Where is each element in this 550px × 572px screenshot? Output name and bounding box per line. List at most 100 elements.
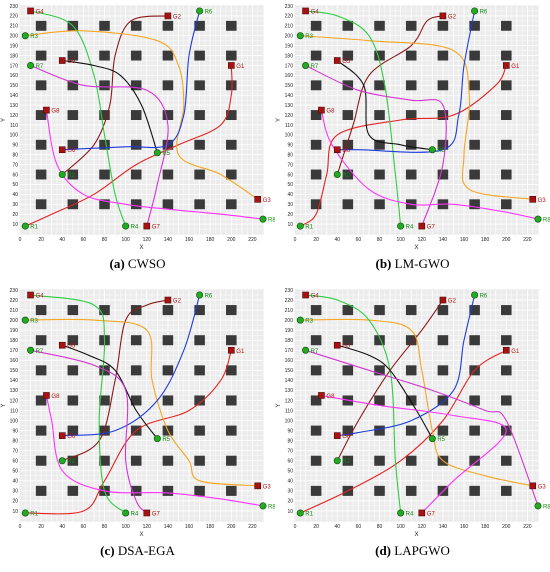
y-tick-label: 200 bbox=[285, 34, 294, 40]
obstacle bbox=[35, 485, 47, 496]
y-tick-label: 110 bbox=[10, 408, 18, 414]
obstacle bbox=[374, 365, 385, 376]
robot-label-r4: R4 bbox=[131, 511, 139, 517]
goal-marker-g3 bbox=[254, 482, 262, 490]
x-tick-label: 100 bbox=[396, 237, 405, 243]
goal-label-g6: G6 bbox=[67, 148, 76, 154]
obstacle bbox=[374, 425, 385, 436]
obstacle bbox=[130, 305, 142, 316]
y-tick-label: 110 bbox=[10, 123, 18, 129]
obstacle bbox=[437, 169, 449, 180]
robot-path-6 bbox=[62, 294, 201, 437]
obstacle bbox=[310, 305, 322, 316]
obstacle bbox=[310, 20, 322, 31]
obstacle bbox=[194, 395, 205, 406]
robot-marker-r5 bbox=[153, 435, 161, 443]
obstacle bbox=[374, 485, 385, 496]
obstacle bbox=[226, 50, 237, 61]
y-tick-label: 110 bbox=[285, 408, 293, 414]
x-axis-label: X bbox=[414, 532, 418, 538]
y-tick-label: 140 bbox=[285, 93, 294, 99]
obstacle bbox=[501, 365, 512, 376]
robot-marker-r1 bbox=[296, 509, 304, 517]
y-tick-label: 160 bbox=[10, 73, 19, 79]
obstacle bbox=[130, 485, 142, 496]
y-tick-label: 190 bbox=[10, 43, 19, 49]
goal-marker-g5 bbox=[58, 341, 66, 349]
caption-b-text: LM-GWO bbox=[394, 256, 450, 271]
y-tick-label: 130 bbox=[10, 103, 19, 109]
caption-c: (c) DSA-EGA bbox=[0, 543, 275, 559]
obstacle bbox=[162, 485, 174, 496]
x-tick-label: 140 bbox=[439, 237, 448, 243]
obstacle bbox=[226, 455, 237, 466]
goal-label-g1: G1 bbox=[511, 64, 520, 70]
y-tick-label: 140 bbox=[285, 378, 294, 384]
y-tick-label: 30 bbox=[12, 202, 18, 208]
y-tick-label: 80 bbox=[287, 152, 293, 158]
obstacle bbox=[67, 365, 79, 376]
robot-marker-r2 bbox=[58, 171, 66, 179]
goal-label-g3: G3 bbox=[263, 198, 272, 204]
robot-label-r4: R4 bbox=[406, 511, 414, 517]
obstacle bbox=[374, 169, 385, 180]
x-tick-label: 200 bbox=[502, 237, 511, 243]
goal-marker-g8 bbox=[43, 106, 50, 114]
robot-path-3 bbox=[300, 35, 533, 200]
robot-path-8 bbox=[321, 394, 507, 514]
obstacle bbox=[310, 110, 322, 120]
robot-path-5 bbox=[62, 59, 158, 153]
obstacle bbox=[162, 50, 174, 61]
robot-marker-r2 bbox=[333, 457, 341, 465]
obstacle bbox=[35, 169, 47, 180]
y-tick-label: 200 bbox=[10, 34, 19, 40]
goal-marker-g4 bbox=[302, 7, 309, 15]
robot-label-r1: R1 bbox=[305, 511, 313, 517]
obstacle bbox=[469, 169, 480, 180]
x-tick-label: 100 bbox=[121, 237, 130, 243]
obstacle bbox=[342, 199, 354, 210]
robot-path-4 bbox=[30, 10, 127, 227]
robot-marker-r7 bbox=[302, 61, 310, 69]
obstacle bbox=[437, 50, 449, 61]
y-tick-label: 80 bbox=[12, 152, 18, 158]
y-tick-label: 140 bbox=[10, 93, 19, 99]
y-tick-label: 110 bbox=[285, 123, 293, 129]
robot-path-6 bbox=[62, 10, 201, 151]
obstacle bbox=[130, 110, 142, 120]
y-tick-label: 20 bbox=[12, 212, 18, 218]
goal-marker-g4 bbox=[27, 291, 34, 299]
chart-a: R1 R2 R3 R4 R5 R6 R7 R8 G1 G2 G3 G4 G5 G6 G7 G8 0 20 40 60 8… bbox=[1, 4, 275, 251]
y-tick-label: 30 bbox=[12, 489, 18, 495]
robot-path-5 bbox=[336, 60, 433, 151]
x-tick-label: 0 bbox=[294, 524, 297, 530]
chart-b: R1 R2 R3 R4 R5 R6 R7 R8 G1 G2 G3 G4 G5 G6 G7 G8 0 20 40 60 8… bbox=[276, 4, 550, 251]
obstacle bbox=[162, 305, 174, 316]
obstacle bbox=[194, 199, 205, 210]
obstacle bbox=[342, 139, 354, 150]
obstacle bbox=[99, 455, 110, 466]
y-tick-label: 100 bbox=[285, 418, 294, 424]
y-tick-label: 30 bbox=[287, 202, 293, 208]
y-tick-label: 230 bbox=[285, 288, 294, 294]
obstacle bbox=[130, 395, 142, 406]
obstacle bbox=[342, 335, 354, 346]
goal-marker-g1 bbox=[228, 62, 235, 69]
goal-label-g4: G4 bbox=[311, 9, 320, 15]
robot-marker-r4 bbox=[122, 222, 130, 230]
robot-path-8 bbox=[45, 109, 264, 220]
y-tick-label: 50 bbox=[287, 182, 293, 188]
robot-path-7 bbox=[30, 64, 169, 227]
x-tick-label: 140 bbox=[164, 524, 173, 530]
robot-path-6 bbox=[337, 10, 476, 153]
x-tick-label: 20 bbox=[313, 524, 319, 530]
obstacle bbox=[35, 199, 47, 210]
robot-label-r2: R2 bbox=[67, 459, 75, 465]
obstacle bbox=[437, 110, 449, 120]
robot-path-4 bbox=[30, 294, 127, 514]
obstacle bbox=[35, 110, 47, 120]
x-tick-label: 200 bbox=[502, 524, 511, 530]
x-tick-label: 120 bbox=[143, 524, 152, 530]
y-tick-label: 70 bbox=[12, 448, 18, 454]
goal-marker-g3 bbox=[529, 196, 537, 203]
